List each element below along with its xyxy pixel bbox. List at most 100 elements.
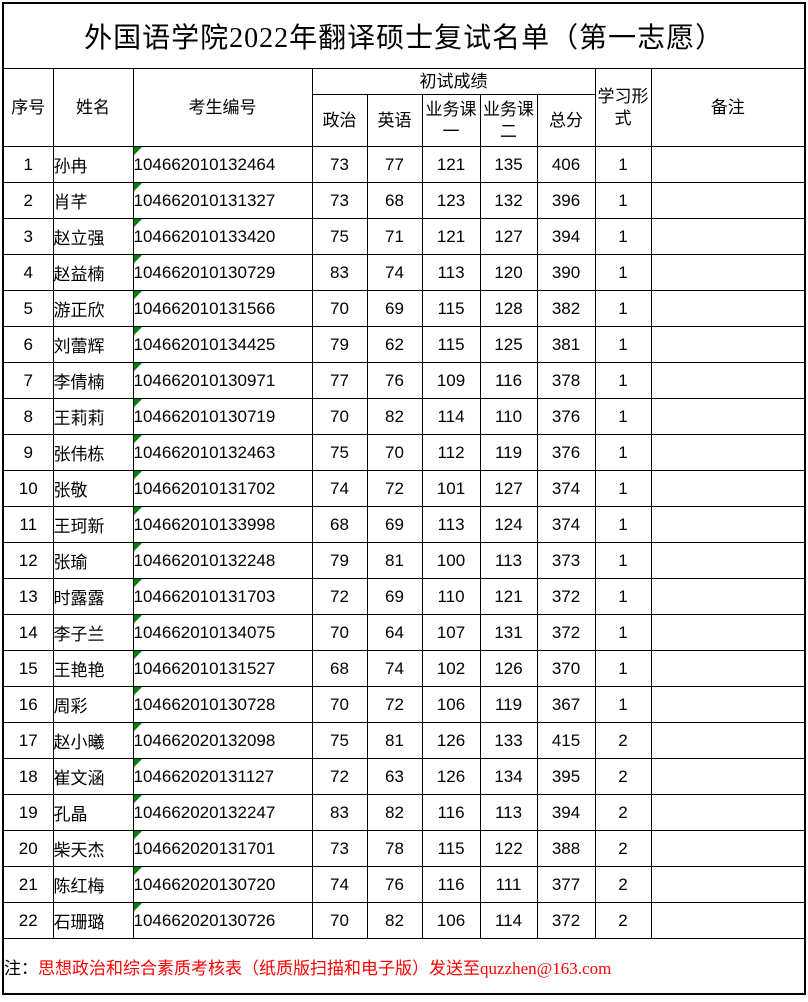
footnote-prefix: 注： [4,958,38,978]
candidate-id-text: 104662020131701 [133,838,276,858]
study-form-cell: 1 [594,362,652,399]
candidate-id-text: 104662010130971 [133,370,276,390]
candidate-id-cell: 104662020130720 [132,866,313,903]
seq-cell: 8 [2,398,54,435]
name-cell: 孔晶 [52,794,134,831]
text-format-indicator-icon [134,147,142,155]
name-cell: 陈红梅 [52,866,134,903]
course1-score-cell: 115 [421,290,481,327]
course2-score-cell: 135 [479,146,538,183]
english-score-cell: 81 [366,542,423,579]
total-score-cell: 396 [536,182,596,219]
course1-score-cell: 113 [421,254,481,291]
candidate-id-text: 104662020132247 [133,802,276,822]
candidate-id-cell: 104662020132098 [132,722,313,759]
english-score-cell: 64 [366,614,423,651]
study-form-cell: 1 [594,326,652,363]
course2-score-cell: 111 [479,866,538,903]
study-form-cell: 1 [594,290,652,327]
course2-score-cell: 124 [479,506,538,543]
english-score-cell: 69 [366,578,423,615]
english-score-cell: 69 [366,290,423,327]
total-score-cell: 382 [536,290,596,327]
study-form-cell: 2 [594,830,652,867]
politics-score-cell: 70 [311,902,368,939]
seq-cell: 18 [2,758,54,795]
candidate-id-text: 104662010131703 [133,586,276,606]
candidate-id-cell: 104662010131702 [132,470,313,507]
course2-score-cell: 116 [479,362,538,399]
politics-score-cell: 73 [311,182,368,219]
study-form-cell: 1 [594,470,652,507]
remark-cell [650,902,806,939]
remark-cell [650,290,806,327]
seq-cell: 20 [2,830,54,867]
study-form-cell: 1 [594,218,652,255]
remark-cell [650,506,806,543]
candidate-id-cell: 104662010130971 [132,362,313,399]
english-score-cell: 71 [366,218,423,255]
course1-score-cell: 112 [421,434,481,471]
seq-cell: 21 [2,866,54,903]
course2-score-cell: 120 [479,254,538,291]
remark-cell [650,146,806,183]
header-course2: 业务课二 [479,94,538,147]
table-row: 2 肖芊 104662010131327 73 68 123 132 396 1 [2,182,806,219]
seq-cell: 1 [2,146,54,183]
course2-score-cell: 132 [479,182,538,219]
table-row: 17 赵小曦 104662020132098 75 81 126 133 415 2 [2,722,806,759]
total-score-cell: 394 [536,218,596,255]
remark-cell [650,578,806,615]
course1-score-cell: 110 [421,578,481,615]
text-format-indicator-icon [134,399,142,407]
candidate-id-text: 104662020131127 [133,766,275,786]
english-score-cell: 82 [366,902,423,939]
total-score-cell: 374 [536,506,596,543]
header-politics: 政治 [311,94,368,147]
course2-score-cell: 134 [479,758,538,795]
politics-score-cell: 79 [311,542,368,579]
remark-cell [650,326,806,363]
text-format-indicator-icon [134,219,142,227]
header-candidate-id: 考生编号 [132,68,313,147]
name-cell: 刘蕾辉 [52,326,134,363]
table-row: 16 周彩 104662010130728 70 72 106 119 367 1 [2,686,806,723]
course1-score-cell: 113 [421,506,481,543]
candidate-id-cell: 104662010131327 [132,182,313,219]
course2-score-cell: 113 [479,542,538,579]
header-total: 总分 [536,94,596,147]
politics-score-cell: 75 [311,434,368,471]
title-row: 外国语学院2022年翻译硕士复试名单（第一志愿） [2,2,806,69]
seq-cell: 12 [2,542,54,579]
remark-cell [650,686,806,723]
seq-cell: 6 [2,326,54,363]
text-format-indicator-icon [134,471,142,479]
study-form-cell: 1 [594,146,652,183]
total-score-cell: 377 [536,866,596,903]
course1-score-cell: 106 [421,902,481,939]
english-score-cell: 74 [366,254,423,291]
name-cell: 张瑜 [52,542,134,579]
table-row: 19 孔晶 104662020132247 83 82 116 113 394 2 [2,794,806,831]
course2-score-cell: 121 [479,578,538,615]
table-row: 18 崔文涵 104662020131127 72 63 126 134 395 2 [2,758,806,795]
course1-score-cell: 115 [421,830,481,867]
seq-cell: 17 [2,722,54,759]
total-score-cell: 374 [536,470,596,507]
study-form-cell: 2 [594,866,652,903]
table-row: 3 赵立强 104662010133420 75 71 121 127 394 1 [2,218,806,255]
course1-score-cell: 109 [421,362,481,399]
study-form-cell: 2 [594,902,652,939]
header-name: 姓名 [52,68,134,147]
text-format-indicator-icon [134,255,142,263]
name-cell: 张敬 [52,470,134,507]
study-form-cell: 1 [594,434,652,471]
total-score-cell: 378 [536,362,596,399]
table-row: 14 李子兰 104662010134075 70 64 107 131 372 1 [2,614,806,651]
total-score-cell: 372 [536,614,596,651]
politics-score-cell: 72 [311,578,368,615]
politics-score-cell: 83 [311,254,368,291]
table-row: 13 时露露 104662010131703 72 69 110 121 372 1 [2,578,806,615]
course1-score-cell: 123 [421,182,481,219]
remark-cell [650,218,806,255]
